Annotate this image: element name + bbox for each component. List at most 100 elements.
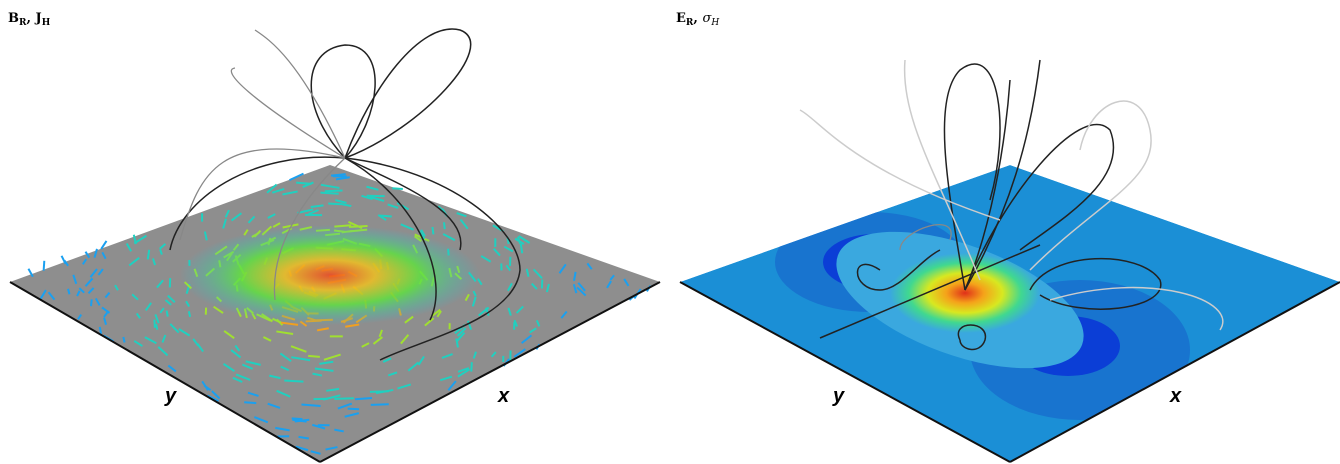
arrow bbox=[47, 291, 56, 301]
arrow bbox=[154, 314, 160, 324]
arrow bbox=[387, 203, 399, 209]
arrow bbox=[515, 305, 524, 314]
arrow bbox=[103, 310, 110, 318]
plane-edge bbox=[319, 281, 661, 463]
arrow bbox=[206, 394, 219, 403]
arrow bbox=[535, 320, 541, 327]
arrow bbox=[280, 321, 299, 326]
arrow bbox=[282, 223, 299, 229]
arrow bbox=[439, 375, 453, 382]
arrow bbox=[247, 215, 256, 224]
arrow bbox=[295, 445, 309, 452]
arrow bbox=[577, 282, 586, 292]
arrow bbox=[144, 336, 157, 345]
arrow bbox=[275, 426, 290, 432]
arrow bbox=[420, 229, 426, 237]
axis-label: y bbox=[832, 385, 845, 407]
arrow bbox=[133, 340, 143, 347]
title-sub: R bbox=[19, 18, 27, 28]
arrow bbox=[470, 362, 473, 372]
arrow bbox=[436, 310, 442, 318]
arrow bbox=[379, 214, 392, 218]
plane-edge bbox=[679, 281, 1011, 463]
arrow bbox=[67, 288, 71, 295]
current-hotspot bbox=[180, 225, 480, 325]
arrow bbox=[167, 364, 177, 373]
title-sep: , bbox=[693, 11, 702, 26]
arrow bbox=[196, 343, 204, 353]
arrow bbox=[60, 255, 67, 265]
title-sub: H bbox=[710, 18, 719, 28]
title-sep: , bbox=[26, 11, 35, 26]
arrow bbox=[310, 204, 324, 208]
arrow bbox=[514, 237, 525, 245]
arrow bbox=[151, 258, 157, 266]
arrow bbox=[326, 387, 340, 392]
arrow bbox=[310, 450, 321, 455]
arrow bbox=[324, 189, 343, 193]
arrow bbox=[282, 190, 298, 196]
arrow bbox=[187, 311, 192, 318]
arrow bbox=[291, 356, 311, 362]
arrow bbox=[334, 428, 344, 433]
arrow bbox=[144, 302, 152, 312]
arrow bbox=[464, 293, 470, 302]
arrow bbox=[114, 284, 119, 291]
arrow bbox=[178, 328, 191, 337]
arrow bbox=[573, 271, 577, 282]
arrow bbox=[466, 320, 473, 330]
arrow bbox=[480, 255, 492, 263]
arrow bbox=[89, 268, 98, 278]
arrow bbox=[230, 212, 243, 222]
arrow bbox=[279, 352, 292, 362]
arrow bbox=[289, 172, 304, 182]
arrow bbox=[167, 294, 176, 303]
arrow bbox=[442, 222, 446, 230]
plane-edge bbox=[9, 281, 321, 463]
arrow bbox=[156, 279, 164, 289]
arrow bbox=[529, 327, 537, 334]
arrow bbox=[97, 268, 104, 276]
arrow bbox=[377, 214, 387, 221]
arrow bbox=[576, 286, 587, 297]
arrow bbox=[131, 293, 139, 301]
arrow bbox=[72, 274, 78, 285]
title-sub: H bbox=[42, 18, 51, 28]
axis-label: x bbox=[1169, 385, 1182, 407]
title-part: σ bbox=[702, 11, 712, 26]
arrow bbox=[161, 334, 167, 343]
arrow bbox=[609, 274, 615, 281]
arrow bbox=[103, 317, 108, 325]
arrow bbox=[245, 360, 261, 366]
arrow bbox=[320, 183, 340, 189]
arrow bbox=[100, 240, 108, 250]
title-part: E bbox=[676, 11, 686, 26]
arrow bbox=[456, 331, 466, 342]
arrow bbox=[201, 380, 209, 391]
arrow bbox=[224, 209, 230, 218]
arrow bbox=[323, 394, 341, 401]
arrow bbox=[337, 402, 353, 410]
arrow bbox=[560, 310, 568, 319]
arrow bbox=[586, 262, 593, 270]
arrow bbox=[125, 243, 132, 252]
arrow bbox=[320, 191, 339, 195]
arrow bbox=[27, 268, 34, 278]
arrow bbox=[530, 282, 538, 290]
arrow bbox=[276, 389, 291, 398]
arrow bbox=[361, 194, 373, 201]
arrow bbox=[404, 315, 414, 324]
arrow bbox=[298, 435, 309, 440]
arrow bbox=[366, 185, 379, 191]
arrow bbox=[297, 208, 314, 214]
arrow bbox=[222, 363, 235, 372]
axis-label: y bbox=[164, 385, 177, 407]
arrow bbox=[159, 307, 165, 314]
arrow bbox=[334, 397, 354, 400]
arrow bbox=[442, 233, 456, 242]
arrow bbox=[185, 300, 191, 308]
arrow bbox=[262, 336, 272, 342]
arrow bbox=[39, 289, 47, 300]
arrow bbox=[84, 251, 91, 259]
arrow bbox=[222, 218, 227, 229]
